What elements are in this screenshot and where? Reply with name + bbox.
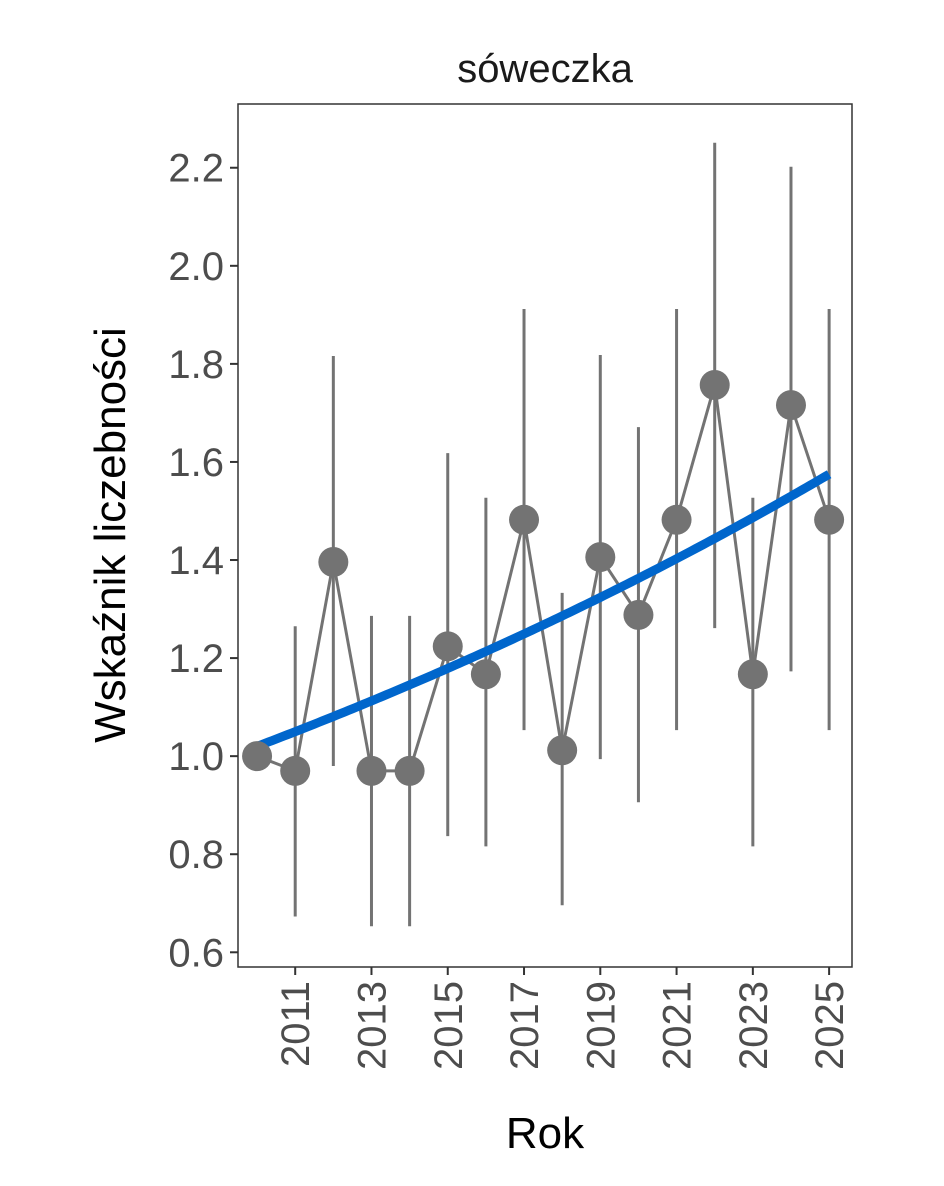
data-point [509, 504, 540, 535]
x-axis-label: Rok [506, 1109, 585, 1158]
x-tick-label: 2015 [427, 981, 471, 1070]
data-point [661, 504, 692, 535]
data-point [623, 599, 654, 630]
x-tick-label: 2021 [656, 981, 700, 1070]
data-point [737, 659, 768, 690]
chart-title: sóweczka [457, 47, 633, 91]
y-tick-label: 1.2 [168, 637, 224, 681]
data-point [699, 369, 730, 400]
y-tick-label: 0.6 [168, 931, 224, 975]
data-point [585, 542, 616, 573]
x-tick-label: 2017 [503, 981, 547, 1070]
data-point [814, 504, 845, 535]
data-point [775, 390, 806, 421]
x-tick-label: 2019 [579, 981, 623, 1070]
plot-panel [237, 103, 853, 968]
data-point [318, 546, 349, 577]
x-tick-label: 2025 [808, 981, 852, 1070]
x-tick-label: 2013 [350, 981, 394, 1070]
data-point [432, 631, 463, 662]
y-tick-label: 0.8 [168, 833, 224, 877]
trend-line [255, 470, 832, 751]
y-tick-label: 1.0 [168, 735, 224, 779]
x-tick-label: 2011 [274, 981, 318, 1067]
y-tick-label: 1.4 [168, 539, 224, 583]
data-point [242, 741, 273, 772]
data-point [280, 755, 311, 786]
y-tick-label: 2.2 [168, 147, 224, 191]
data-point [547, 735, 578, 766]
data-point [470, 659, 501, 690]
y-tick-label: 1.6 [168, 441, 224, 485]
y-tick-label: 1.8 [168, 343, 224, 387]
y-axis-label: Wskaźnik liczebności [86, 327, 135, 743]
y-tick-label: 2.0 [168, 245, 224, 289]
x-tick-label: 2023 [732, 981, 776, 1070]
data-point [356, 755, 387, 786]
data-point [394, 755, 425, 786]
